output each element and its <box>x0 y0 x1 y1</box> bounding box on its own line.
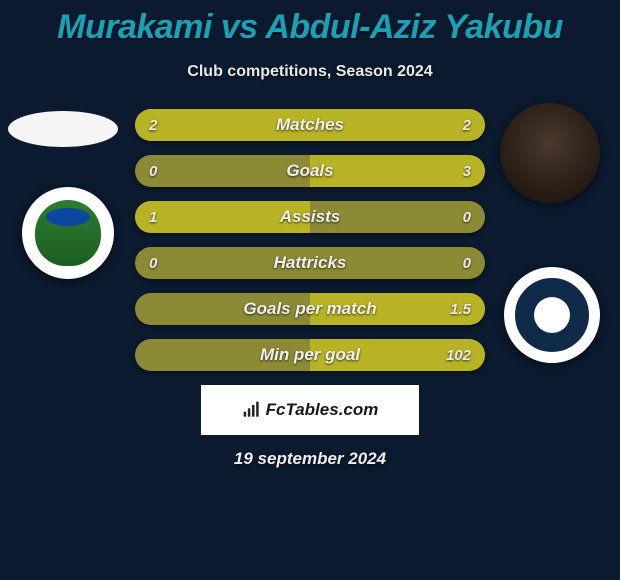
player-left-avatar <box>8 111 118 147</box>
stat-row-gpm: Goals per match 1.5 <box>135 293 485 325</box>
comparison-date: 19 september 2024 <box>0 449 620 469</box>
stat-right-value: 0 <box>463 209 471 226</box>
brand-signal-icon <box>242 400 262 420</box>
stat-right-value: 0 <box>463 255 471 272</box>
player-right-avatar <box>500 103 600 203</box>
stat-right-value: 2 <box>463 117 471 134</box>
stat-right-value: 1.5 <box>450 301 471 318</box>
brand-banner[interactable]: FcTables.com <box>201 385 419 435</box>
stat-row-hattricks: 0 Hattricks 0 <box>135 247 485 279</box>
club-badge-right-inner <box>513 276 591 354</box>
stat-label: Hattricks <box>274 253 347 273</box>
stat-bars-container: 2 Matches 2 0 Goals 3 1 Assists 0 0 Hatt… <box>135 109 485 371</box>
stat-label: Matches <box>276 115 344 135</box>
stat-left-value: 0 <box>149 255 157 272</box>
stat-right-value: 3 <box>463 163 471 180</box>
stat-row-mpg: Min per goal 102 <box>135 339 485 371</box>
stat-left-value: 1 <box>149 209 157 226</box>
stat-label: Goals <box>286 161 333 181</box>
stat-left-value: 2 <box>149 117 157 134</box>
club-badge-left <box>22 187 114 279</box>
stat-right-value: 102 <box>446 347 471 364</box>
club-badge-right <box>504 267 600 363</box>
season-subtitle: Club competitions, Season 2024 <box>0 63 620 81</box>
brand-text: FcTables.com <box>266 400 379 420</box>
stat-label: Goals per match <box>243 299 376 319</box>
stat-left-value: 0 <box>149 163 157 180</box>
stat-row-goals: 0 Goals 3 <box>135 155 485 187</box>
comparison-content: 2 Matches 2 0 Goals 3 1 Assists 0 0 Hatt… <box>0 109 620 469</box>
stat-label: Assists <box>280 207 340 227</box>
stat-row-matches: 2 Matches 2 <box>135 109 485 141</box>
club-badge-left-inner <box>35 200 101 266</box>
comparison-title: Murakami vs Abdul-Aziz Yakubu <box>0 0 620 47</box>
stat-row-assists: 1 Assists 0 <box>135 201 485 233</box>
stat-fill-right <box>310 155 485 187</box>
stat-label: Min per goal <box>260 345 360 365</box>
